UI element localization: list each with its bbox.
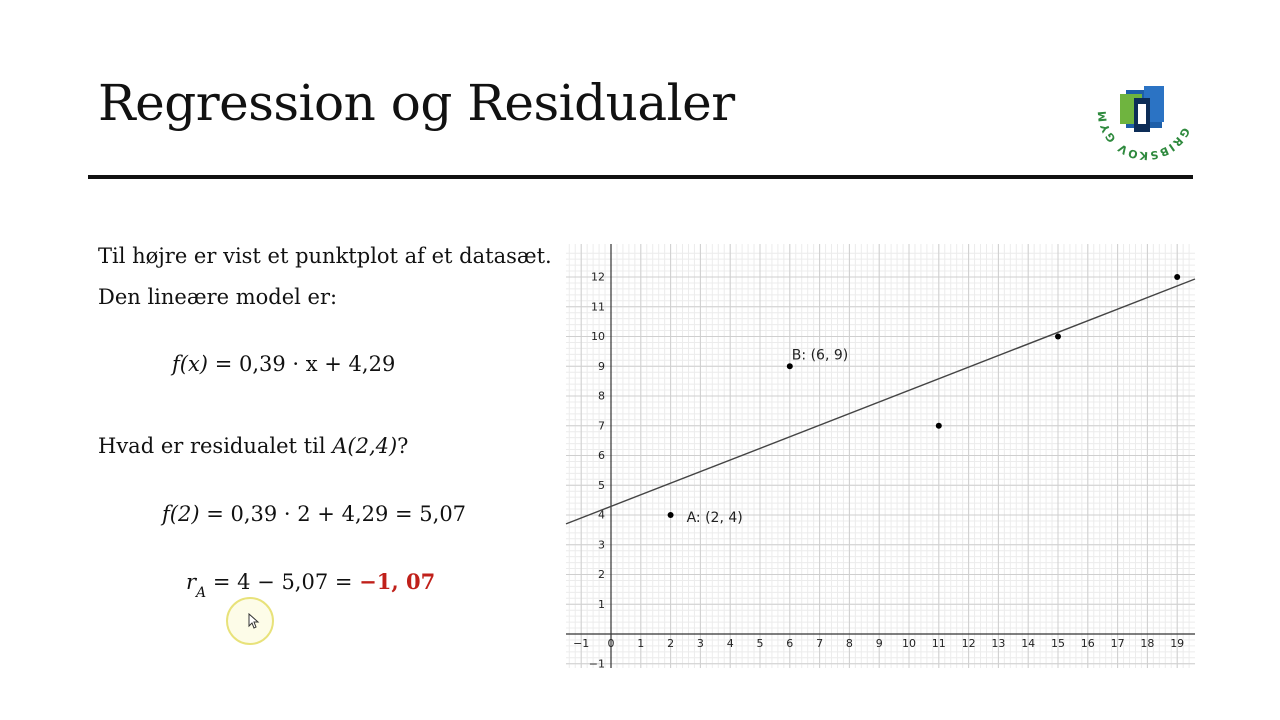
y-tick-label: 9: [598, 360, 605, 373]
y-tick-label: 3: [598, 538, 605, 551]
x-tick-label: −1: [573, 637, 589, 650]
x-tick-label: 15: [1051, 637, 1065, 650]
y-tick-label: 10: [591, 330, 605, 343]
question-prefix: Hvad er residualet til: [98, 434, 333, 458]
data-point: [786, 363, 793, 370]
y-tick-label: 5: [598, 479, 605, 492]
residual-result: −1, 07: [359, 569, 436, 594]
x-tick-label: 19: [1170, 637, 1184, 650]
x-tick-label: 6: [786, 637, 793, 650]
x-tick-label: 0: [608, 637, 615, 650]
calc-f2: f(2) = 0,39 · 2 + 4,29 = 5,07: [162, 502, 466, 526]
y-tick-label: 2: [598, 568, 605, 581]
model-rhs: = 0,39 · x + 4,29: [214, 352, 396, 376]
x-tick-label: 16: [1081, 637, 1095, 650]
calc-f2-rhs: = 0,39 · 2 + 4,29 = 5,07: [206, 502, 467, 526]
x-tick-label: 13: [991, 637, 1005, 650]
question-suffix: ?: [397, 434, 409, 458]
residual-expression: = 4 − 5,07 =: [212, 570, 360, 594]
y-tick-label: 8: [598, 390, 605, 403]
slide-title: Regression og Residualer: [98, 74, 735, 132]
model-equation: f(x) = 0,39 · x + 4,29: [172, 352, 395, 376]
y-tick-label: 12: [591, 271, 605, 284]
x-tick-label: 4: [727, 637, 734, 650]
x-tick-label: 1: [637, 637, 644, 650]
question-line: Hvad er residualet til A(2,4)?: [98, 434, 408, 458]
x-tick-label: 14: [1021, 637, 1035, 650]
point-label: B: (6, 9): [792, 347, 848, 363]
y-tick-label: −1: [589, 657, 605, 670]
regression-line: [565, 278, 1196, 525]
calc-residual: rA = 4 − 5,07 = −1, 07: [186, 569, 436, 601]
model-fx: f(x): [172, 352, 209, 376]
question-point: A(2,4): [332, 434, 398, 458]
x-tick-label: 11: [932, 637, 946, 650]
y-tick-label: 7: [598, 419, 605, 432]
gribskov-gymnasium-logo: GRIBSKOV GYMNASIUM: [1094, 60, 1191, 162]
x-tick-label: 9: [876, 637, 883, 650]
data-point: [935, 422, 942, 429]
x-tick-label: 17: [1111, 637, 1125, 650]
intro-line-2: Den lineære model er:: [98, 285, 338, 309]
x-tick-label: 10: [902, 637, 916, 650]
y-tick-label: 1: [598, 598, 605, 611]
x-tick-label: 5: [757, 637, 764, 650]
data-point: [667, 512, 674, 518]
intro-line-1: Til højre er vist et punktplot af et dat…: [98, 244, 552, 268]
y-tick-label: 6: [598, 449, 605, 462]
x-tick-label: 8: [846, 637, 853, 650]
x-tick-label: 18: [1140, 637, 1154, 650]
residual-symbol: r: [186, 570, 197, 594]
x-tick-label: 12: [962, 637, 976, 650]
residual-subscript: A: [196, 585, 207, 601]
y-tick-label: 11: [591, 300, 605, 313]
x-tick-label: 3: [697, 637, 704, 650]
y-tick-label: 4: [598, 509, 605, 522]
point-label: A: (2, 4): [687, 510, 743, 526]
title-divider: [88, 175, 1193, 179]
x-tick-label: 2: [667, 637, 674, 650]
data-point: [1174, 274, 1181, 280]
data-point: [1055, 333, 1061, 340]
calc-f2-lhs: f(2): [162, 502, 200, 526]
mouse-pointer-icon: [248, 613, 260, 629]
x-tick-label: 7: [816, 637, 823, 650]
